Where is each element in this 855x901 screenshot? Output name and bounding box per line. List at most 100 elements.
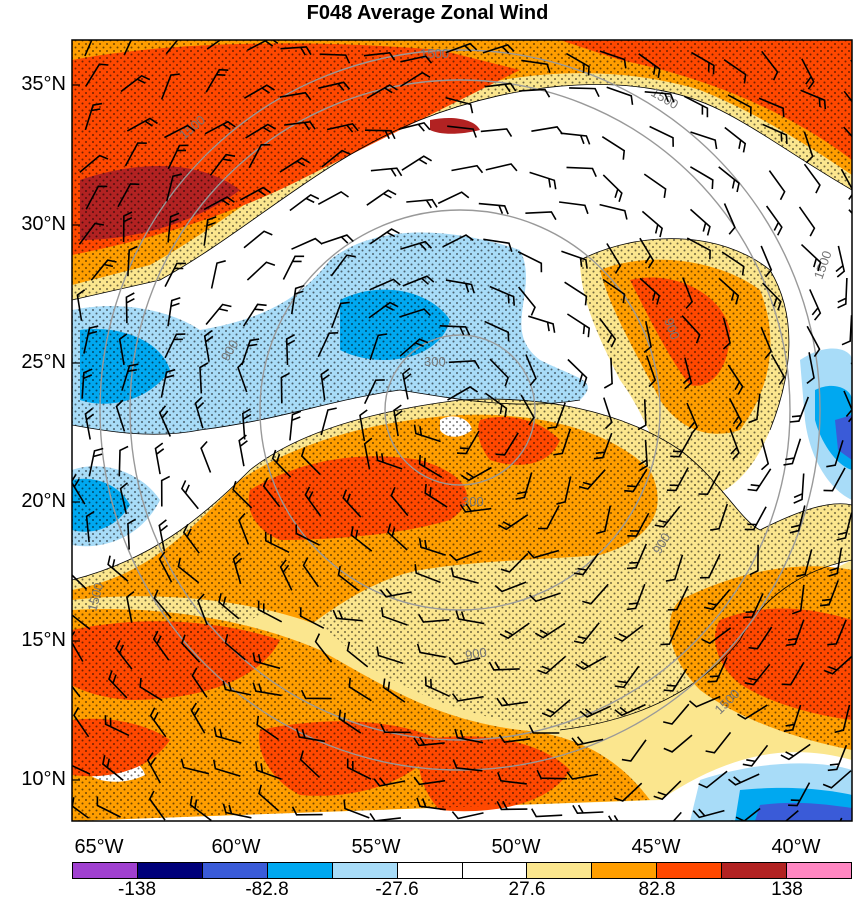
wind-barb [621, 739, 647, 762]
wind-barb [595, 505, 612, 535]
wind-barb [641, 210, 663, 238]
wind-barb [224, 634, 246, 661]
wind-barb [456, 430, 480, 455]
wind-barb [495, 432, 519, 456]
wind-barb [115, 640, 133, 670]
wind-barb [210, 260, 226, 289]
wind-barb [418, 613, 450, 623]
wind-barb [564, 281, 588, 306]
wind-barb [448, 359, 480, 369]
wind-barb [81, 368, 93, 399]
wind-barb [370, 167, 403, 177]
wind-barb [556, 476, 572, 505]
wind-barb [843, 126, 852, 138]
wind-barb [258, 784, 280, 812]
colorbar-swatch [267, 863, 333, 878]
wind-barb [527, 549, 560, 559]
wind-barb [451, 164, 484, 174]
wind-barb [317, 332, 339, 358]
wind-barb [203, 196, 235, 211]
wind-barb [729, 428, 740, 460]
wind-barb [448, 656, 481, 666]
wind-barb [768, 170, 786, 201]
wind-barb [579, 705, 612, 718]
wind-barb [571, 736, 604, 746]
colorbar-swatch [73, 863, 138, 878]
wind-barb [744, 506, 767, 531]
wind-barb [222, 680, 252, 696]
wind-barb [703, 589, 731, 611]
wind-barb [88, 447, 104, 477]
wind-barb [76, 289, 86, 321]
wind-barb [218, 593, 240, 620]
wind-barb [366, 84, 398, 99]
wind-barb [798, 206, 816, 237]
wind-barb [699, 553, 721, 579]
wind-barb [698, 471, 721, 496]
wind-barb [73, 707, 90, 738]
wind-barb [399, 71, 431, 88]
lat-label-10n: 10°N [21, 768, 66, 790]
wind-barb [238, 434, 248, 467]
wind-barb [117, 183, 140, 208]
wind-barb [536, 769, 568, 780]
wind-barb [189, 795, 212, 821]
wind-barb [152, 630, 170, 661]
wind-barb [124, 142, 147, 167]
wind-barb [788, 782, 811, 807]
wind-barb [698, 770, 728, 789]
wind-barb [569, 87, 600, 98]
wind-barb [85, 63, 109, 87]
wind-barb [566, 771, 599, 780]
colorbar-swatch [657, 863, 723, 878]
wind-barb [484, 320, 510, 342]
wind-barb [599, 50, 627, 69]
wind-barb [205, 68, 229, 93]
map-title: F048 Average Zonal Wind [306, 2, 549, 24]
wind-barb [827, 744, 848, 772]
wind-barb [167, 212, 180, 243]
wind-barb [667, 585, 689, 611]
wind-barb [665, 554, 684, 582]
wind-barb [728, 773, 760, 786]
lat-label-15n: 15°N [21, 629, 66, 651]
wind-barb [827, 619, 847, 646]
wind-barb [321, 149, 351, 168]
wind-barb [204, 120, 236, 135]
wind-barb [627, 512, 650, 537]
range-rings [99, 49, 821, 771]
wind-barb [78, 222, 105, 245]
wind-barb [626, 583, 646, 611]
wind-barb [295, 728, 326, 743]
wind-barb [520, 394, 535, 426]
ring-label: 900 [661, 316, 683, 342]
wind-barb [498, 734, 531, 744]
wind-barb [689, 208, 711, 236]
wind-barb [348, 677, 372, 702]
wind-barb [368, 301, 399, 319]
wind-barb [451, 693, 484, 702]
wind-barb [654, 506, 681, 528]
wind-barb [121, 363, 139, 391]
wind-barb [338, 709, 362, 734]
wind-barb [639, 237, 655, 269]
wind-barb [521, 59, 551, 73]
wind-barb [107, 555, 129, 582]
wind-barb [167, 144, 189, 170]
wind-barb [488, 661, 520, 671]
wind-barb [300, 447, 321, 475]
wind-barb [401, 155, 433, 171]
wind-barb [518, 88, 551, 98]
wind-barb [653, 780, 682, 801]
wind-barb [496, 696, 528, 707]
wind-barb [718, 277, 740, 305]
wind-barb [445, 279, 475, 294]
wind-barb [363, 437, 373, 470]
wind-barb [158, 405, 172, 437]
wind-barb [398, 122, 431, 132]
ring-label: 1500 [420, 46, 449, 61]
wind-barb [593, 432, 613, 460]
wind-barb [602, 278, 626, 304]
wind-barb [205, 303, 232, 326]
wind-barb [72, 685, 81, 698]
